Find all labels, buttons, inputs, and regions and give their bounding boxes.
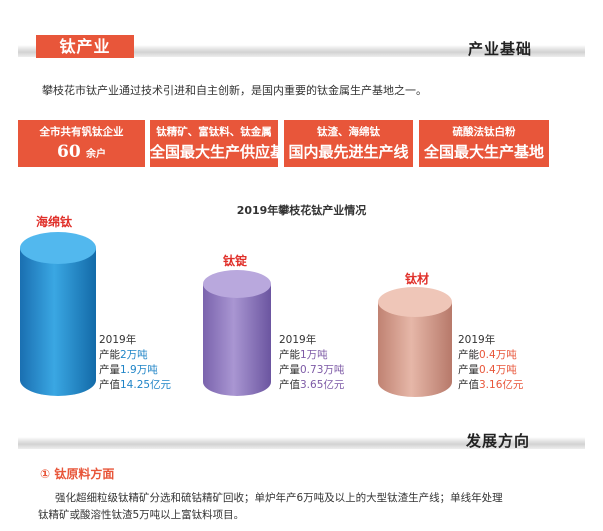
stats-titanium-ingot: 2019年 产能1万吨 产量0.73万吨 产值3.65亿元 bbox=[279, 333, 344, 393]
info-box-titanium-dioxide: 硫酸法钛白粉 全国最大生产基地 bbox=[419, 120, 549, 167]
info-box-caption: 钛渣、海绵钛 bbox=[317, 126, 380, 138]
stats-output: 产量0.4万吨 bbox=[458, 364, 517, 376]
product-label: 钛锭 bbox=[223, 254, 248, 268]
info-box-production-line: 钛渣、海绵钛 国内最先进生产线 bbox=[284, 120, 413, 167]
cylinder-sponge-titanium bbox=[20, 232, 96, 396]
info-box-headline: 全国最大生产基地 bbox=[423, 143, 544, 161]
cylinder-titanium-material bbox=[378, 287, 452, 397]
stats-value: 产值3.16亿元 bbox=[458, 379, 524, 391]
section-header-band bbox=[18, 45, 585, 57]
product-label: 海绵钛 bbox=[36, 215, 73, 229]
info-box-caption: 硫酸法钛白粉 bbox=[452, 126, 516, 138]
stats-output: 产量0.73万吨 bbox=[279, 364, 345, 376]
paragraph-line: 钛精矿或酸溶性钛渣5万吨以上富钛料项目。 bbox=[38, 509, 245, 521]
info-box-enterprises: 全市共有钒钛企业 60 余户 bbox=[18, 120, 145, 167]
section-tag: 钛产业 bbox=[36, 35, 134, 58]
section-title: 发展方向 bbox=[466, 432, 531, 450]
stats-sponge-titanium: 2019年 产能2万吨 产量1.9万吨 产值14.25亿元 bbox=[99, 333, 171, 393]
info-box-supply-base: 钛精矿、富钛料、钛金属 全国最大生产供应基地 bbox=[150, 120, 301, 167]
info-box-caption: 钛精矿、富钛料、钛金属 bbox=[156, 126, 272, 138]
stats-value: 产值3.65亿元 bbox=[279, 379, 345, 391]
stats-year: 2019年 bbox=[279, 334, 317, 346]
enterprise-unit: 余户 bbox=[85, 149, 106, 160]
enterprise-count: 60 bbox=[57, 142, 81, 162]
section-title: 产业基础 bbox=[468, 40, 533, 58]
cylinder-titanium-ingot bbox=[203, 270, 271, 396]
section-header-band bbox=[18, 437, 585, 449]
stats-titanium-material: 2019年 产能0.4万吨 产量0.4万吨 产值3.16亿元 bbox=[458, 333, 523, 393]
chart-title: 2019年攀枝花钛产业情况 bbox=[236, 204, 367, 217]
subsection-title: ① 钛原料方面 bbox=[40, 467, 115, 481]
info-box-caption: 全市共有钒钛企业 bbox=[39, 126, 124, 138]
stats-capacity: 产能2万吨 bbox=[99, 349, 148, 361]
info-box-headline: 全国最大生产供应基地 bbox=[150, 143, 301, 161]
intro-text: 攀枝花市钛产业通过技术引进和自主创新，是国内重要的钛金属生产基地之一。 bbox=[42, 84, 427, 97]
stats-year: 2019年 bbox=[99, 334, 137, 346]
product-label: 钛材 bbox=[405, 272, 430, 286]
stats-value: 产值14.25亿元 bbox=[99, 379, 172, 391]
info-box-headline: 国内最先进生产线 bbox=[288, 143, 409, 161]
paragraph-line: 强化超细粒级钛精矿分选和硫钴精矿回收；单炉年产6万吨及以上的大型钛渣生产线；单线… bbox=[55, 492, 503, 504]
stats-output: 产量1.9万吨 bbox=[99, 364, 158, 376]
stats-capacity: 产能1万吨 bbox=[279, 349, 328, 361]
stats-capacity: 产能0.4万吨 bbox=[458, 349, 517, 361]
info-box-value: 60 余户 bbox=[18, 142, 145, 165]
stats-year: 2019年 bbox=[458, 334, 496, 346]
